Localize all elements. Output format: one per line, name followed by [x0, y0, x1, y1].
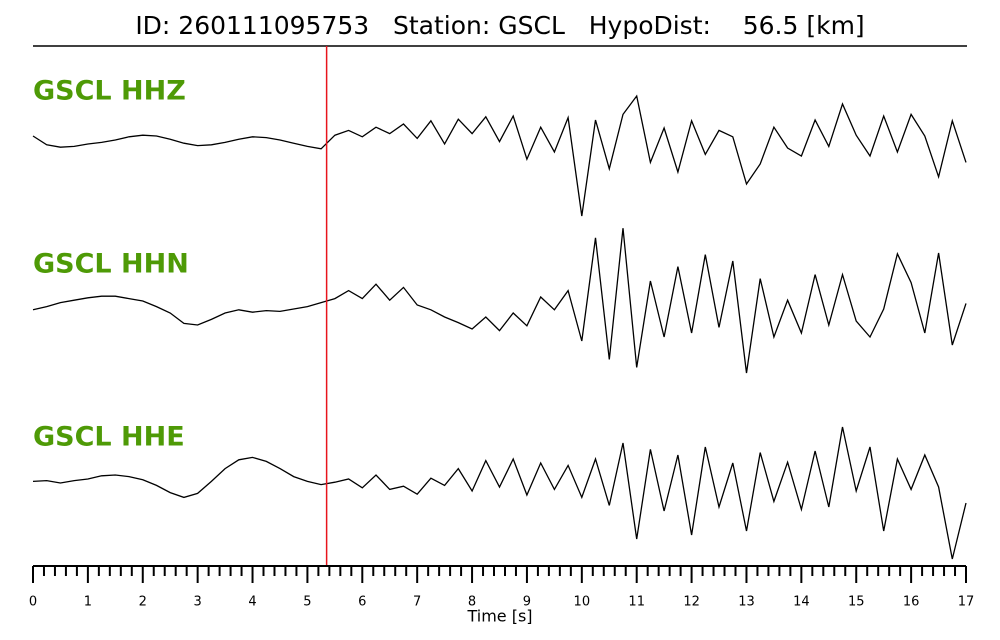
x-tick-label: 16 — [903, 595, 920, 610]
waveform — [32, 228, 967, 374]
x-tick-label: 1 — [84, 595, 92, 610]
x-tick-label: 6 — [358, 595, 366, 610]
x-tick-label: 9 — [523, 595, 531, 610]
x-tick-label: 5 — [303, 595, 311, 610]
x-tick-label: 12 — [683, 595, 700, 610]
x-tick-label: 3 — [194, 595, 202, 610]
x-tick-label: 2 — [139, 595, 147, 610]
trace-label: GSCL HHN — [33, 249, 189, 280]
waveform — [32, 426, 967, 560]
x-tick-label: 14 — [793, 595, 810, 610]
x-axis-label: Time [s] — [466, 607, 532, 626]
x-tick-label: 17 — [958, 595, 975, 610]
x-tick-label: 13 — [738, 595, 755, 610]
waveform — [32, 94, 967, 217]
x-tick-label: 4 — [248, 595, 256, 610]
trace-label: GSCL HHE — [33, 422, 185, 453]
chart-title: ID: 260111095753 Station: GSCL HypoDist:… — [135, 11, 864, 40]
x-tick-label: 7 — [413, 595, 421, 610]
x-tick-label: 15 — [848, 595, 865, 610]
x-tick-label: 8 — [468, 595, 476, 610]
x-tick-label: 0 — [29, 595, 37, 610]
trace-label: GSCL HHZ — [33, 76, 186, 107]
x-tick-label: 11 — [628, 595, 645, 610]
x-tick-label: 10 — [574, 595, 591, 610]
